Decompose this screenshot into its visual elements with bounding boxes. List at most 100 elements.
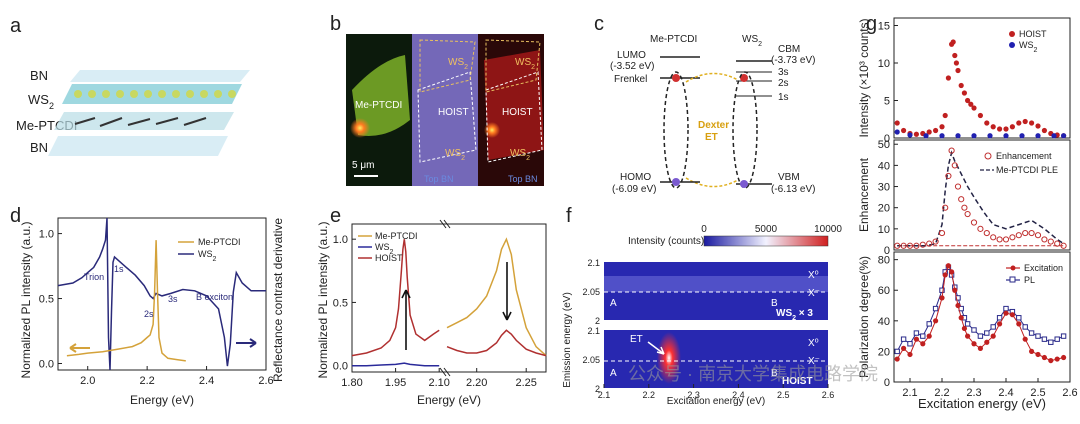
c-frenkel-electron (672, 74, 680, 82)
c-et: ET (705, 132, 718, 143)
e-xtick-label: 2.10 (428, 377, 449, 389)
g3-point-excitation (939, 295, 945, 301)
c-homo: HOMO (620, 172, 651, 183)
me-ptcdi-molecules (74, 117, 207, 127)
g2-legend-ple: Me-PTCDI PLE (996, 165, 1058, 175)
g1-point-hoist (990, 124, 996, 130)
g3-point-pl (1054, 336, 1060, 342)
e-xlabel: Energy (eV) (417, 393, 481, 407)
ws2-atoms (74, 90, 236, 98)
b-label-ws2-a: WS2 (448, 57, 468, 71)
bn-top-layer (70, 70, 250, 82)
f-bottom-label-a: A (610, 368, 617, 379)
g2-ylabel: Enhancement (857, 157, 871, 232)
g2-point-enhancement (1060, 242, 1067, 249)
g3-plot: 0 20 40 60 80 2.1 2.2 2.3 2.4 2.5 2.6 (878, 255, 1078, 399)
c-transfer-arrow-bottom (685, 177, 739, 188)
c-lumo-value: (-3.52 eV) (610, 61, 654, 72)
e-legend-ws2: WS2 (375, 242, 394, 256)
g2-point-enhancement (1022, 229, 1029, 237)
g2-point-enhancement (948, 147, 955, 154)
d-annotation-3s: 3s (168, 294, 178, 304)
e-xtick-label: 1.95 (385, 377, 406, 389)
e-series-me-ptcdi (446, 237, 547, 357)
g1-point-hoist (939, 124, 945, 130)
g2-point-enhancement (990, 234, 997, 241)
f-top-label-xminus: X⁻ (808, 288, 820, 299)
e-series-ws2 (352, 362, 440, 367)
g3-point-pl (1035, 333, 1041, 339)
c-dexter: Dexter (698, 120, 729, 131)
g3-point-pl (955, 295, 961, 301)
g2-ytick-label: 0 (884, 245, 890, 257)
g3-point-excitation (965, 333, 971, 339)
b-label-top-bn-a: Top BN (424, 174, 454, 184)
g3-point-pl (964, 321, 971, 327)
c-label-3s: 3s (778, 67, 789, 78)
g3-point-excitation (920, 341, 926, 347)
g3-point-pl (894, 348, 900, 355)
g1-plot: 0 5 10 15 (878, 21, 1067, 145)
g3-point-excitation (945, 263, 952, 269)
e-legend-hoist: HOIST (375, 253, 403, 263)
f-top-label-a: A (610, 298, 617, 309)
d-arrow-left (69, 343, 90, 353)
g3-ylabel: Polarization degree(%) (857, 256, 871, 378)
g3-point-pl (977, 333, 984, 339)
g3-point-excitation (926, 333, 932, 339)
g1-point-hoist (977, 112, 984, 119)
g3-xtick-label: 2.3 (966, 387, 981, 399)
g2-point-enhancement (932, 238, 939, 245)
panel-g: g 0 5 10 15 0 10 20 30 40 50 0 20 40 60 80 2.1 2.2 2.3 2… (857, 13, 1078, 411)
b-label-ws2-c: WS2 (515, 57, 535, 71)
g3-xtick-label: 2.2 (934, 387, 949, 399)
g2-point-enhancement (1009, 234, 1016, 241)
g1-point-hoist (968, 101, 974, 107)
panel-label-d: d (10, 205, 21, 227)
g3-point-pl (996, 315, 1003, 321)
g2-point-enhancement (964, 210, 971, 218)
f-bottom-label-x0: X⁰ (808, 338, 819, 349)
d-xtick-label: 2.4 (199, 375, 214, 387)
g3-plot-frame (893, 251, 1071, 383)
e-series-hoist-left (351, 239, 440, 357)
g3-point-pl (1041, 336, 1048, 342)
d-series-ws2 (57, 217, 266, 371)
e-series-hoist-right (446, 329, 547, 357)
g1-point-ws2 (894, 129, 900, 135)
panel-label-c: c (594, 13, 604, 35)
c-right-title: WS2 (742, 34, 762, 48)
g3-point-excitation (1022, 336, 1028, 342)
d-annotation-trion: Trion (84, 272, 104, 282)
g1-ytick-label: 15 (878, 21, 890, 33)
d-arrow-right (236, 338, 257, 348)
g3-point-excitation (942, 272, 948, 278)
g2-point-enhancement (1047, 238, 1054, 245)
b-dashed-outlines (417, 71, 543, 163)
g1-point-hoist (1003, 126, 1009, 132)
g3-legend: Excitation PL (1006, 263, 1063, 285)
g2-ytick-label: 30 (878, 182, 890, 194)
g3-ytick-label: 20 (878, 346, 890, 358)
e-ytick-label: 0.5 (333, 297, 348, 309)
g2-series-ple (897, 150, 1065, 247)
c-vbm-hole (740, 180, 748, 188)
c-exciton-left (663, 71, 689, 189)
f-ytick-label: 2.1 (587, 258, 600, 268)
g3-point-excitation (949, 269, 955, 275)
c-exciton-right (732, 71, 758, 189)
g1-point-hoist (894, 120, 900, 126)
g2-point-enhancement (906, 242, 914, 249)
f-colorbar-label: Intensity (counts) (628, 236, 704, 247)
g3-ytick-label: 0 (884, 377, 890, 389)
g1-point-ws2 (1019, 133, 1025, 139)
g2-point-enhancement (913, 242, 920, 249)
g2-point-enhancement (996, 236, 1003, 243)
b-label-ws2-d: WS2 (510, 148, 530, 162)
d-legend: Me-PTCDI WS2 (178, 237, 241, 263)
g3-point-excitation (1003, 310, 1009, 316)
g2-point-enhancement (1041, 236, 1048, 243)
e-axis-break (439, 219, 451, 377)
b-ws2-outlines (419, 39, 541, 93)
